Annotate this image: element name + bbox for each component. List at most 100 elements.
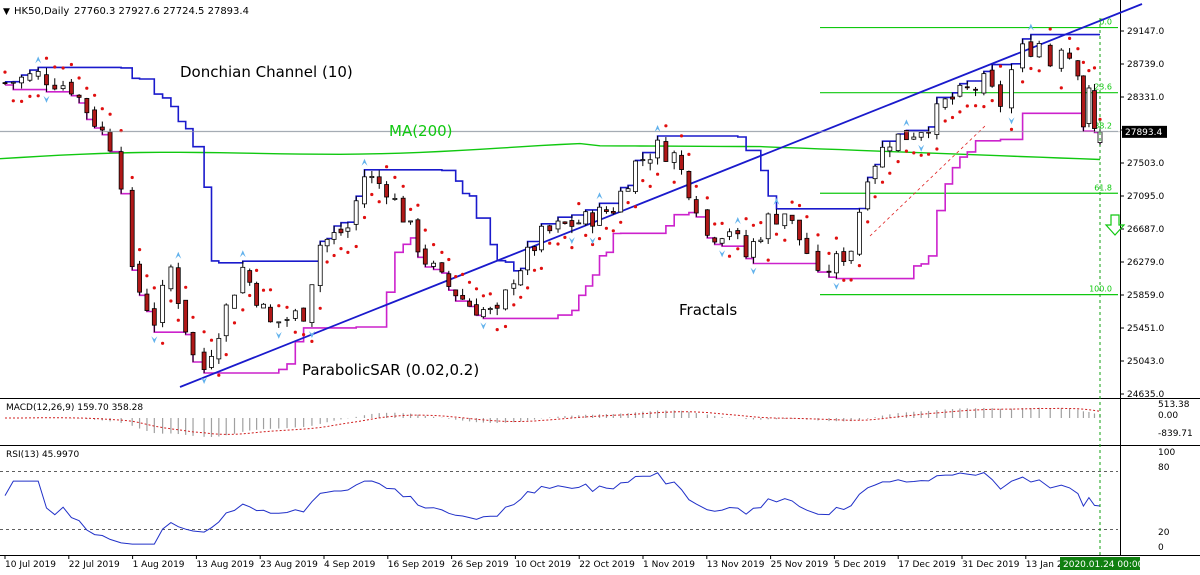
sar-dot <box>85 86 89 90</box>
candle <box>92 106 97 129</box>
sar-dot <box>119 129 123 133</box>
ma200-line <box>0 142 1101 161</box>
fractal-down-marker <box>1008 117 1015 125</box>
candle <box>422 244 428 267</box>
sar-dot <box>797 203 802 208</box>
rsi-tick-label: 20 <box>1158 528 1170 538</box>
sar-dot <box>318 306 322 310</box>
candle <box>324 238 330 253</box>
sar-dot <box>805 215 809 219</box>
sar-dot <box>751 223 756 227</box>
fractal-up-marker <box>175 251 182 259</box>
fractal-up-marker <box>596 192 603 200</box>
current-price-tag <box>1122 125 1167 138</box>
chart-menu-arrow[interactable]: ▼ <box>3 7 10 17</box>
sar-dot <box>145 274 149 278</box>
sar-dot <box>423 228 427 232</box>
sar-dot <box>53 65 57 69</box>
fractal-down-marker <box>750 267 757 275</box>
candle <box>503 289 508 311</box>
candle <box>144 288 150 312</box>
sar-dot <box>467 280 472 284</box>
date-tick-label: 31 Dec 2019 <box>962 560 1020 570</box>
fib-level-label: 0.0 <box>1099 18 1112 27</box>
candle <box>369 170 375 184</box>
candle <box>201 347 207 373</box>
sar-dot <box>77 76 81 80</box>
candle <box>618 187 624 213</box>
candle <box>137 260 142 296</box>
sar-dot <box>440 250 444 254</box>
candle <box>789 214 795 225</box>
sar-dot <box>766 258 770 262</box>
candle <box>964 81 970 90</box>
candle <box>209 349 214 370</box>
sar-dot <box>857 264 862 268</box>
sar-dot <box>409 207 413 211</box>
sar-dot <box>912 151 916 155</box>
sar-dot <box>28 94 32 98</box>
candle <box>950 92 955 105</box>
candle <box>1092 83 1097 133</box>
candle <box>727 228 732 241</box>
sar-dot <box>873 195 877 199</box>
sar-dot <box>1081 60 1085 64</box>
macd-signal-line <box>5 407 1101 435</box>
candle <box>284 316 290 327</box>
macd-tick-label: 0.00 <box>1158 411 1178 421</box>
date-tick-label: 5 Dec 2019 <box>834 560 886 570</box>
date-tick-label: 1 Nov 2019 <box>643 560 695 570</box>
candle <box>392 193 398 201</box>
sar-dot <box>36 94 40 98</box>
fractal-down-marker <box>568 237 575 245</box>
rsi-tick-label: 0 <box>1158 543 1164 553</box>
sar-dot <box>432 243 436 247</box>
sar-dot <box>447 257 451 262</box>
sar-dot <box>1021 80 1025 84</box>
trendline <box>179 3 1143 388</box>
candle <box>1075 60 1081 81</box>
chart-header-ohlc: 27760.3 27927.6 27724.5 27893.4 <box>74 6 249 17</box>
sar-dot <box>526 286 530 290</box>
candle <box>276 321 282 328</box>
price-tick-label: 29147.0 <box>1127 27 1164 37</box>
candles-layer <box>2 34 1103 373</box>
sar-dot <box>563 235 567 239</box>
sar-dot <box>100 107 104 111</box>
candle <box>957 83 963 98</box>
candle <box>833 250 839 279</box>
candle <box>610 207 616 215</box>
candle <box>679 150 684 175</box>
candle <box>865 177 871 211</box>
sar-dot <box>950 115 955 120</box>
candle <box>712 236 718 245</box>
candle <box>60 80 66 91</box>
candle <box>525 241 531 276</box>
sar-dot <box>232 321 237 325</box>
sar-dot <box>736 247 740 251</box>
candle <box>973 87 978 97</box>
candle <box>758 237 764 244</box>
candle <box>590 210 595 234</box>
sar-dot <box>332 253 336 258</box>
candle <box>494 302 500 316</box>
sar-dot <box>591 242 595 247</box>
candle <box>431 260 436 270</box>
sar-dot <box>1059 86 1063 90</box>
candle <box>415 218 421 258</box>
candle <box>1028 34 1034 58</box>
date-tick-label: 25 Nov 2019 <box>771 560 829 570</box>
sar-dot <box>152 286 156 290</box>
sar-dot <box>998 64 1003 68</box>
sar-layer <box>3 27 1102 377</box>
sar-dot <box>990 99 994 103</box>
sar-dot <box>184 285 188 289</box>
sar-dot <box>597 237 602 241</box>
sar-dot <box>169 299 173 303</box>
fractal-down-marker <box>201 376 208 384</box>
price-tick-label: 28331.0 <box>1127 93 1164 103</box>
sar-dot <box>108 112 112 116</box>
fractal-down-marker <box>833 282 840 290</box>
candle <box>151 302 157 333</box>
candle <box>84 97 90 120</box>
